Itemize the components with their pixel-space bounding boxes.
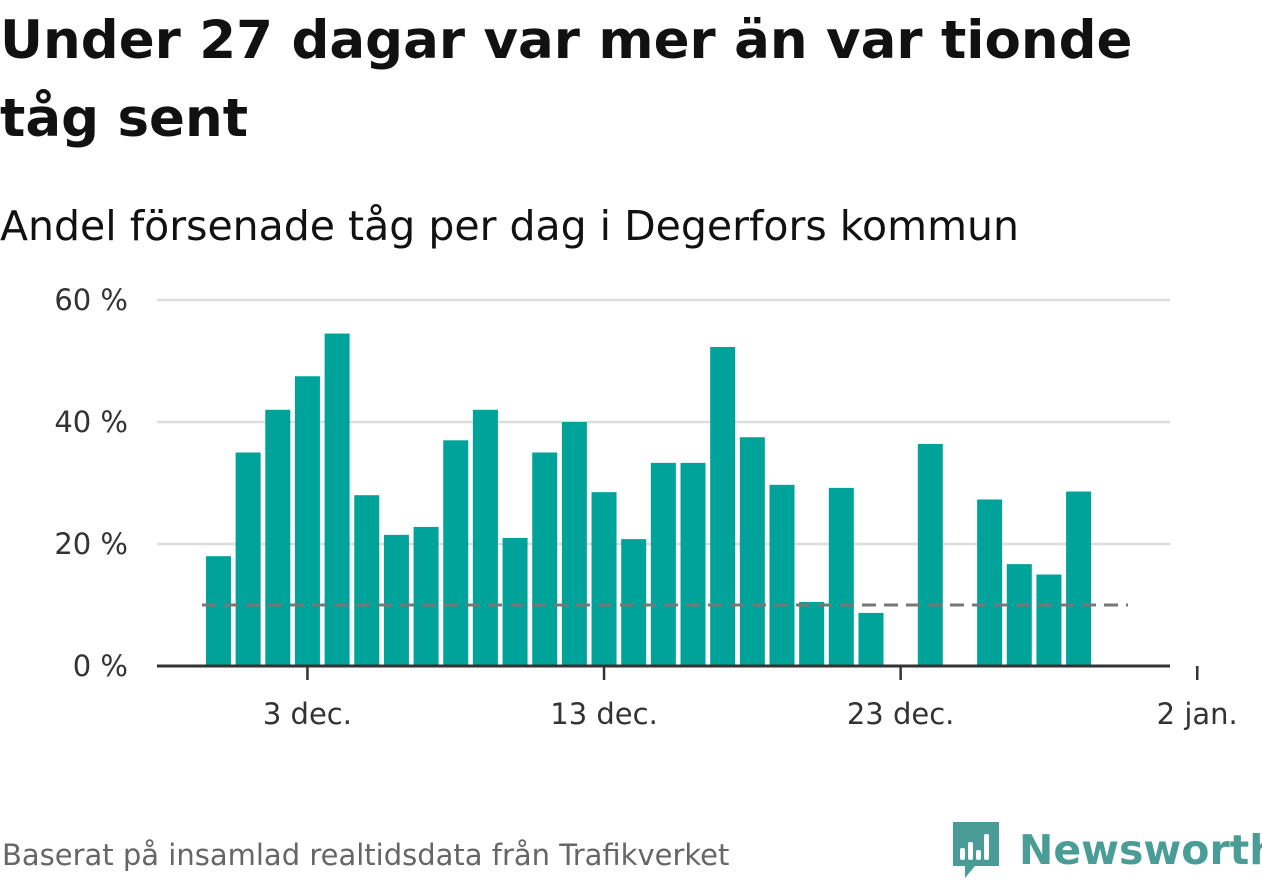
bar xyxy=(858,612,884,666)
bar xyxy=(413,526,439,666)
bar xyxy=(917,443,943,666)
bar xyxy=(650,462,676,666)
bar xyxy=(828,487,854,666)
brand: Newsworthy xyxy=(951,820,1262,880)
bar xyxy=(354,495,380,666)
x-tick-label: 3 dec. xyxy=(263,697,352,731)
bar xyxy=(561,422,587,666)
bar xyxy=(769,484,795,666)
y-tick-labels: 0 % 20 % 40 % 60 % xyxy=(54,283,128,683)
x-tick-label: 23 dec. xyxy=(847,697,955,731)
x-tick-labels: 3 dec. 13 dec. 23 dec. 2 jan. xyxy=(263,697,1238,731)
bar xyxy=(1036,574,1062,666)
bar xyxy=(621,539,647,666)
bar xyxy=(591,492,617,666)
bar xyxy=(502,537,528,666)
bar xyxy=(532,452,558,666)
source-note: Baserat på insamlad realtidsdata från Tr… xyxy=(2,838,730,872)
chart-subtitle: Andel försenade tåg per dag i Degerfors … xyxy=(0,202,1019,250)
bar xyxy=(383,534,409,666)
bar xyxy=(294,376,320,666)
x-tick-label: 2 jan. xyxy=(1157,697,1238,731)
bar xyxy=(1006,564,1032,666)
bar xyxy=(977,499,1003,666)
bar-chart: 0 % 20 % 40 % 60 % 3 dec. 13 dec. 23 dec. 2 ja… xyxy=(54,283,1238,731)
bar xyxy=(710,346,736,666)
bar xyxy=(680,462,706,666)
y-tick-label: 0 % xyxy=(73,649,128,683)
bar xyxy=(443,440,469,666)
bars xyxy=(205,333,1092,666)
x-axis xyxy=(157,664,1199,680)
newsworthy-logo-icon xyxy=(953,822,999,878)
bar xyxy=(235,452,261,666)
bar xyxy=(1066,491,1092,666)
bar xyxy=(324,333,350,666)
y-tick-label: 60 % xyxy=(54,283,128,317)
x-tick-label: 13 dec. xyxy=(550,697,658,731)
bar xyxy=(265,409,291,666)
bar xyxy=(205,556,231,666)
y-tick-label: 40 % xyxy=(54,405,128,439)
bar xyxy=(739,437,765,666)
brand-name: Newsworthy xyxy=(1019,826,1262,874)
y-tick-label: 20 % xyxy=(54,527,128,561)
bar xyxy=(799,601,825,666)
chart-title: Under 27 dagar var mer än var tionde tåg… xyxy=(0,10,1133,149)
bar xyxy=(472,409,498,666)
